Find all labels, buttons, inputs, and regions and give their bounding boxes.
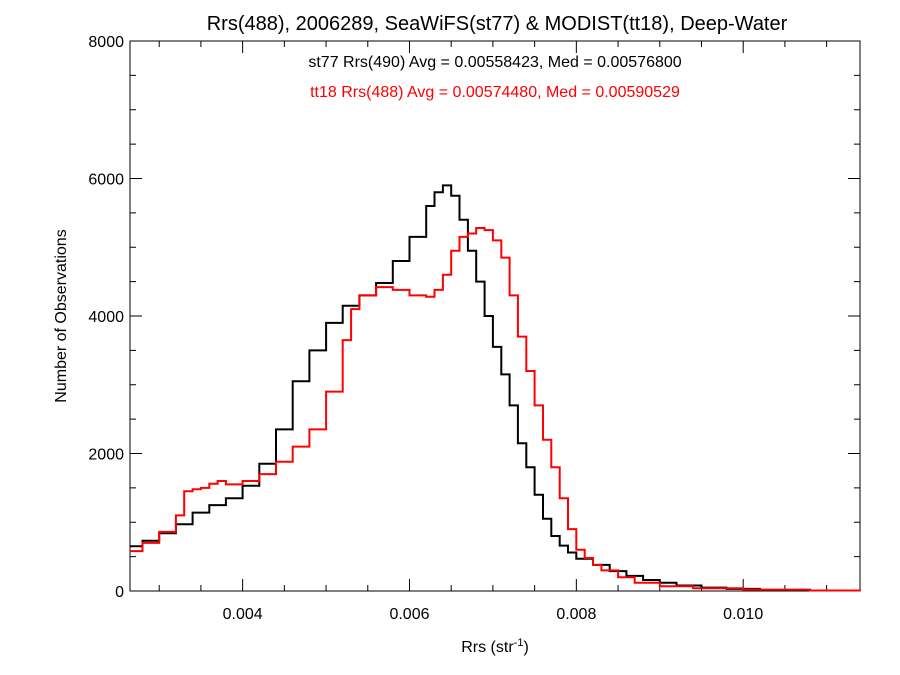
- chart-title: Rrs(488), 2006289, SeaWiFS(st77) & MODIS…: [207, 13, 788, 35]
- series-line-tt18: [130, 227, 861, 592]
- x-tick-label: 0.004: [223, 606, 263, 623]
- series-group: [130, 184, 861, 592]
- x-axis-label-main: Rrs (str: [461, 639, 514, 656]
- x-axis-label: Rrs (str-1): [461, 637, 529, 656]
- plot-frame: [129, 40, 861, 592]
- x-axis-label-suffix: ): [523, 639, 528, 656]
- tick-marks: [130, 40, 860, 592]
- y-axis-label: Number of Observations: [53, 229, 70, 402]
- y-tick-labels: 0 2000 4000 6000 8000: [88, 34, 124, 601]
- y-tick-label: 6000: [88, 172, 124, 189]
- x-tick-label: 0.008: [556, 606, 596, 623]
- x-tick-labels: 0.004 0.006 0.008 0.010: [223, 606, 764, 623]
- series-line-st77: [130, 184, 861, 592]
- x-axis-label-sup: -1: [514, 637, 524, 649]
- annotation-st77: st77 Rrs(490) Avg = 0.00558423, Med = 0.…: [308, 54, 681, 71]
- y-tick-label: 0: [115, 584, 124, 601]
- y-tick-label: 8000: [88, 34, 124, 51]
- annotation-tt18: tt18 Rrs(488) Avg = 0.00574480, Med = 0.…: [310, 84, 680, 101]
- y-tick-label: 2000: [88, 447, 124, 464]
- y-tick-label: 4000: [88, 309, 124, 326]
- x-tick-label: 0.010: [723, 606, 763, 623]
- x-tick-label: 0.006: [389, 606, 429, 623]
